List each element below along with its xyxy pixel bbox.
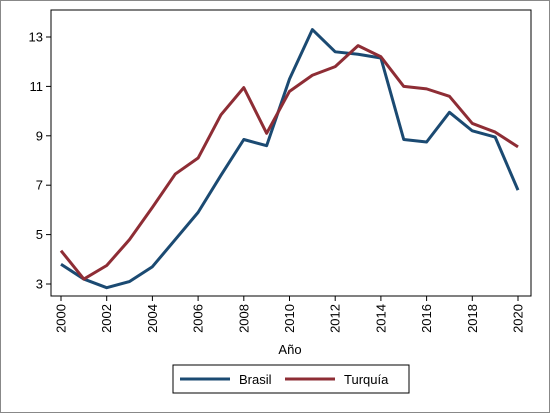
- y-tick-label: 13: [29, 30, 43, 45]
- plot-border: [50, 9, 532, 297]
- y-tick-label: 7: [36, 178, 43, 193]
- y-tick-label: 3: [36, 277, 43, 292]
- x-tick-label: 2018: [465, 304, 480, 333]
- x-axis-label: Año: [278, 342, 301, 357]
- x-tick-label: 2008: [236, 304, 251, 333]
- x-tick-label: 2014: [373, 304, 388, 333]
- y-tick-label: 9: [36, 128, 43, 143]
- x-tick-label: 2006: [191, 304, 206, 333]
- legend-label: Turquía: [344, 372, 389, 387]
- series-line-turqu-a: [59, 44, 519, 281]
- legend-label: Brasil: [239, 372, 272, 387]
- x-tick-label: 2012: [328, 304, 343, 333]
- legend: Brasil Turquía: [172, 364, 410, 394]
- series-line-brasil: [60, 28, 520, 290]
- x-tick-label: 2010: [282, 304, 297, 333]
- x-tick-label: 2016: [419, 304, 434, 333]
- x-tick-label: 2020: [511, 304, 526, 333]
- plot-area: [59, 28, 520, 290]
- x-tick-label: 2002: [99, 304, 114, 333]
- axes: 3 5 7 9 11 13 2000 2002 2004 2006 2008 2010 2012 2014…: [29, 9, 532, 333]
- x-tick-label: 2000: [54, 304, 69, 333]
- y-tick-label: 5: [36, 227, 43, 242]
- x-tick-label: 2004: [145, 304, 160, 333]
- y-tick-label: 11: [30, 79, 44, 94]
